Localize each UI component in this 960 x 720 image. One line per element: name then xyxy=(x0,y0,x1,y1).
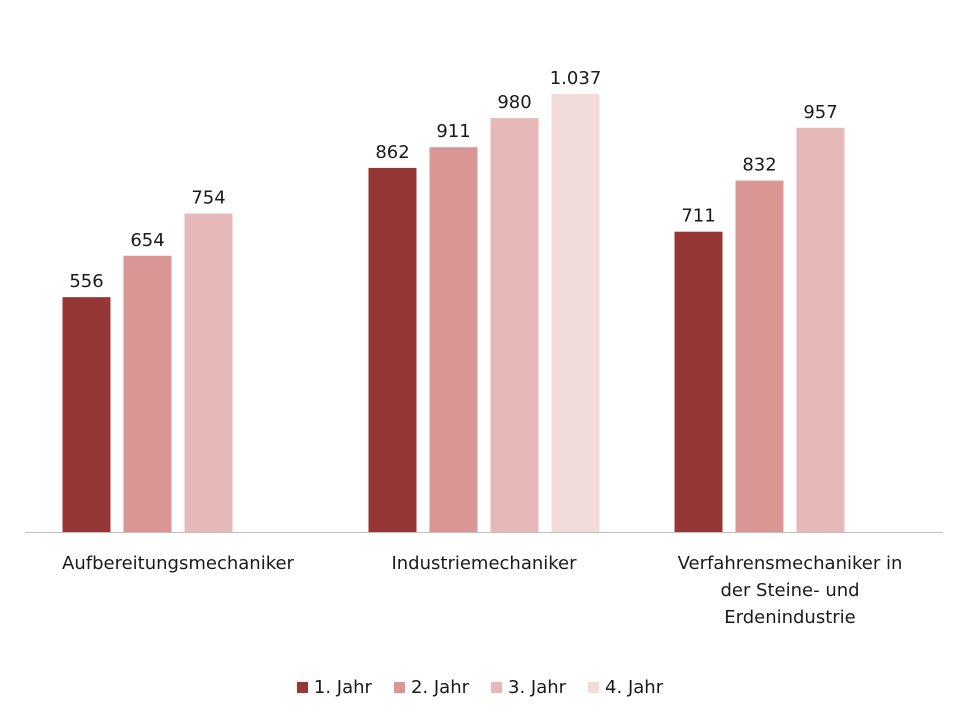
legend-swatch xyxy=(393,682,405,693)
bar xyxy=(735,180,784,532)
bar xyxy=(796,127,845,532)
legend-label: 4. Jahr xyxy=(605,677,664,698)
data-label: 654 xyxy=(130,230,164,251)
category-label: Verfahrensmechaniker in xyxy=(678,553,903,574)
category-label: Erdenindustrie xyxy=(724,607,856,628)
bar xyxy=(674,231,723,532)
data-label: 754 xyxy=(191,188,225,209)
data-label: 911 xyxy=(436,121,470,142)
legend-swatch xyxy=(296,682,308,693)
bar xyxy=(429,147,478,532)
bar xyxy=(123,255,172,533)
data-label: 862 xyxy=(375,142,409,163)
legend-item-3-jahr: 3. Jahr xyxy=(491,677,566,698)
category-label: der Steine- und xyxy=(720,580,859,601)
data-label: 556 xyxy=(69,271,103,292)
data-label: 957 xyxy=(803,102,837,123)
data-label: 980 xyxy=(497,92,531,113)
bar xyxy=(490,118,539,532)
legend-label: 3. Jahr xyxy=(508,677,567,698)
legend-item-2-jahr: 2. Jahr xyxy=(393,677,469,698)
bar xyxy=(551,94,600,532)
legend-swatch xyxy=(491,682,502,693)
legend-label: 2. Jahr xyxy=(410,677,469,698)
bar xyxy=(184,213,233,532)
data-label: 1.037 xyxy=(550,68,602,89)
legend-item-1-jahr: 1. Jahr xyxy=(296,677,372,698)
data-label: 832 xyxy=(742,155,776,176)
category-label: Industriemechaniker xyxy=(391,553,577,574)
legend: 1. Jahr 2. Jahr 3. Jahr 4. Jahr xyxy=(0,677,960,698)
legend-item-4-jahr: 4. Jahr xyxy=(588,677,663,698)
bar xyxy=(368,167,417,532)
legend-swatch xyxy=(588,682,600,693)
legend-label: 1. Jahr xyxy=(313,677,372,698)
category-label: Aufbereitungsmechaniker xyxy=(62,553,295,574)
bar xyxy=(62,297,111,532)
data-label: 711 xyxy=(681,206,715,227)
